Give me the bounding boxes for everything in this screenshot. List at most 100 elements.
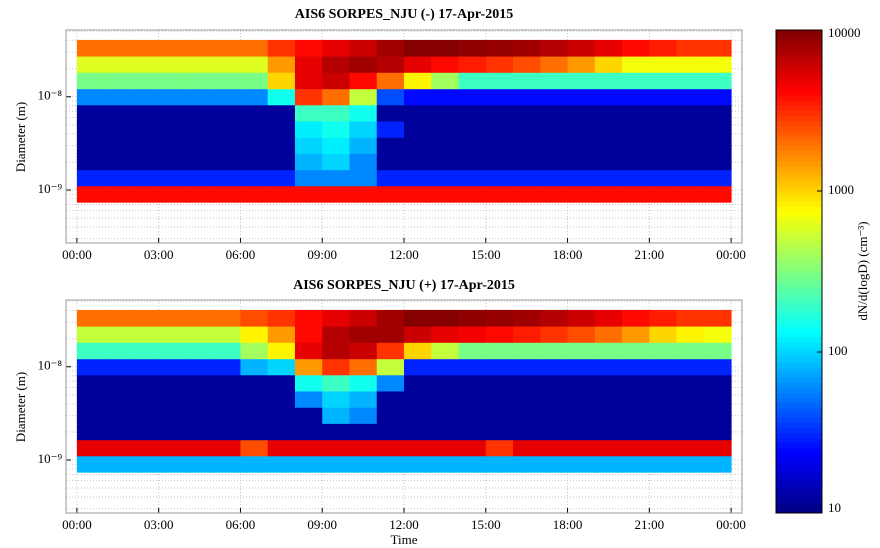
heatmap-cell xyxy=(567,342,596,360)
colorbar-segment xyxy=(776,40,822,46)
heatmap-cell xyxy=(158,185,187,203)
heatmap-cell xyxy=(676,423,705,441)
heatmap-cell xyxy=(622,374,650,392)
heatmap-cell xyxy=(213,309,241,327)
heatmap-cell xyxy=(322,88,350,106)
heatmap-cell xyxy=(76,72,105,90)
heatmap-cell xyxy=(294,153,323,171)
heatmap-cell xyxy=(349,72,378,90)
y-tick-label: 10⁻⁸ xyxy=(38,358,63,373)
colorbar-segment xyxy=(776,206,822,212)
heatmap-cell xyxy=(213,342,241,360)
heatmap-cell xyxy=(485,390,514,408)
heatmap-cell xyxy=(594,309,623,327)
heatmap-cell xyxy=(376,120,405,138)
colorbar-segment xyxy=(776,352,822,358)
heatmap-cell xyxy=(458,326,487,343)
colorbar-segment xyxy=(776,447,822,454)
colorbar-segment xyxy=(776,367,822,373)
heatmap-cell xyxy=(567,72,596,90)
colorbar-segment xyxy=(776,437,822,444)
heatmap-cell xyxy=(594,423,623,441)
heatmap-cell xyxy=(703,390,732,408)
heatmap-cell xyxy=(158,455,187,473)
colorbar-segment xyxy=(776,216,822,222)
heatmap-cell xyxy=(703,153,732,171)
heatmap-cell xyxy=(485,169,514,187)
heatmap-cell xyxy=(404,104,432,122)
colorbar-segment xyxy=(776,397,822,403)
y-tick-label: 10⁻⁸ xyxy=(38,88,63,103)
heatmap-cell xyxy=(376,423,405,441)
x-tick-label: 12:00 xyxy=(389,247,419,262)
heatmap-cell xyxy=(185,185,214,203)
colorbar-tick-label: 100 xyxy=(828,343,848,358)
heatmap-cell xyxy=(622,358,650,376)
heatmap-cell xyxy=(240,407,269,424)
heatmap-cell xyxy=(213,153,241,171)
heatmap-cell xyxy=(131,358,160,376)
heatmap-cell xyxy=(649,358,678,376)
heatmap-cell xyxy=(267,39,296,57)
heatmap-cell xyxy=(404,153,432,171)
heatmap-cell xyxy=(404,120,432,138)
x-tick-label: 15:00 xyxy=(471,517,501,532)
heatmap-cell xyxy=(567,439,596,457)
heatmap-cell xyxy=(240,309,269,327)
heatmap-cell xyxy=(594,326,623,343)
heatmap-cell xyxy=(185,358,214,376)
heatmap-cell xyxy=(703,137,732,154)
colorbar-segment xyxy=(776,221,822,227)
heatmap-cell xyxy=(131,88,160,106)
colorbar-segment xyxy=(776,191,822,197)
heatmap-cell xyxy=(485,72,514,90)
heatmap-cell xyxy=(513,153,541,171)
colorbar-segment xyxy=(776,497,822,504)
heatmap-cell xyxy=(158,137,187,154)
heatmap-cell xyxy=(213,169,241,187)
colorbar-segment xyxy=(776,457,822,464)
heatmap-cell xyxy=(185,56,214,73)
heatmap-cell xyxy=(294,407,323,424)
heatmap-cell xyxy=(404,407,432,424)
heatmap-cell xyxy=(431,358,460,376)
heatmap-cell xyxy=(131,326,160,343)
heatmap-cell xyxy=(649,309,678,327)
heatmap-cell xyxy=(485,309,514,327)
heatmap-cell xyxy=(76,439,105,457)
heatmap-cell xyxy=(431,137,460,154)
heatmap-cell xyxy=(404,439,432,457)
heatmap-cell xyxy=(567,407,596,424)
heatmap-cell xyxy=(104,455,132,473)
heatmap-cell xyxy=(349,309,378,327)
colorbar-segment xyxy=(776,95,822,101)
heatmap-cell xyxy=(567,137,596,154)
heatmap-cell xyxy=(322,153,350,171)
heatmap-cell xyxy=(431,88,460,106)
heatmap-cell xyxy=(158,423,187,441)
x-axis-label: Time xyxy=(391,532,418,547)
heatmap-cell xyxy=(703,120,732,138)
heatmap-cell xyxy=(458,407,487,424)
heatmap-cell xyxy=(540,326,569,343)
heatmap-cell xyxy=(322,423,350,441)
heatmap-cell xyxy=(376,104,405,122)
colorbar-segment xyxy=(776,452,822,459)
heatmap-cell xyxy=(76,407,105,424)
colorbar-segment xyxy=(776,105,822,111)
heatmap-cell xyxy=(513,185,541,203)
heatmap-cell xyxy=(267,374,296,392)
colorbar-segment xyxy=(776,321,822,328)
heatmap-cell xyxy=(104,309,132,327)
axes-frame xyxy=(65,29,743,244)
heatmap-cell xyxy=(294,390,323,408)
heatmap-cell xyxy=(622,407,650,424)
colorbar-segment xyxy=(776,296,822,303)
heatmap-cell xyxy=(376,358,405,376)
heatmap-cell xyxy=(567,309,596,327)
heatmap-cell xyxy=(158,342,187,360)
heatmap-cell xyxy=(703,439,732,457)
heatmap-cell xyxy=(240,153,269,171)
heatmap-cell xyxy=(540,309,569,327)
heatmap-cell xyxy=(567,374,596,392)
